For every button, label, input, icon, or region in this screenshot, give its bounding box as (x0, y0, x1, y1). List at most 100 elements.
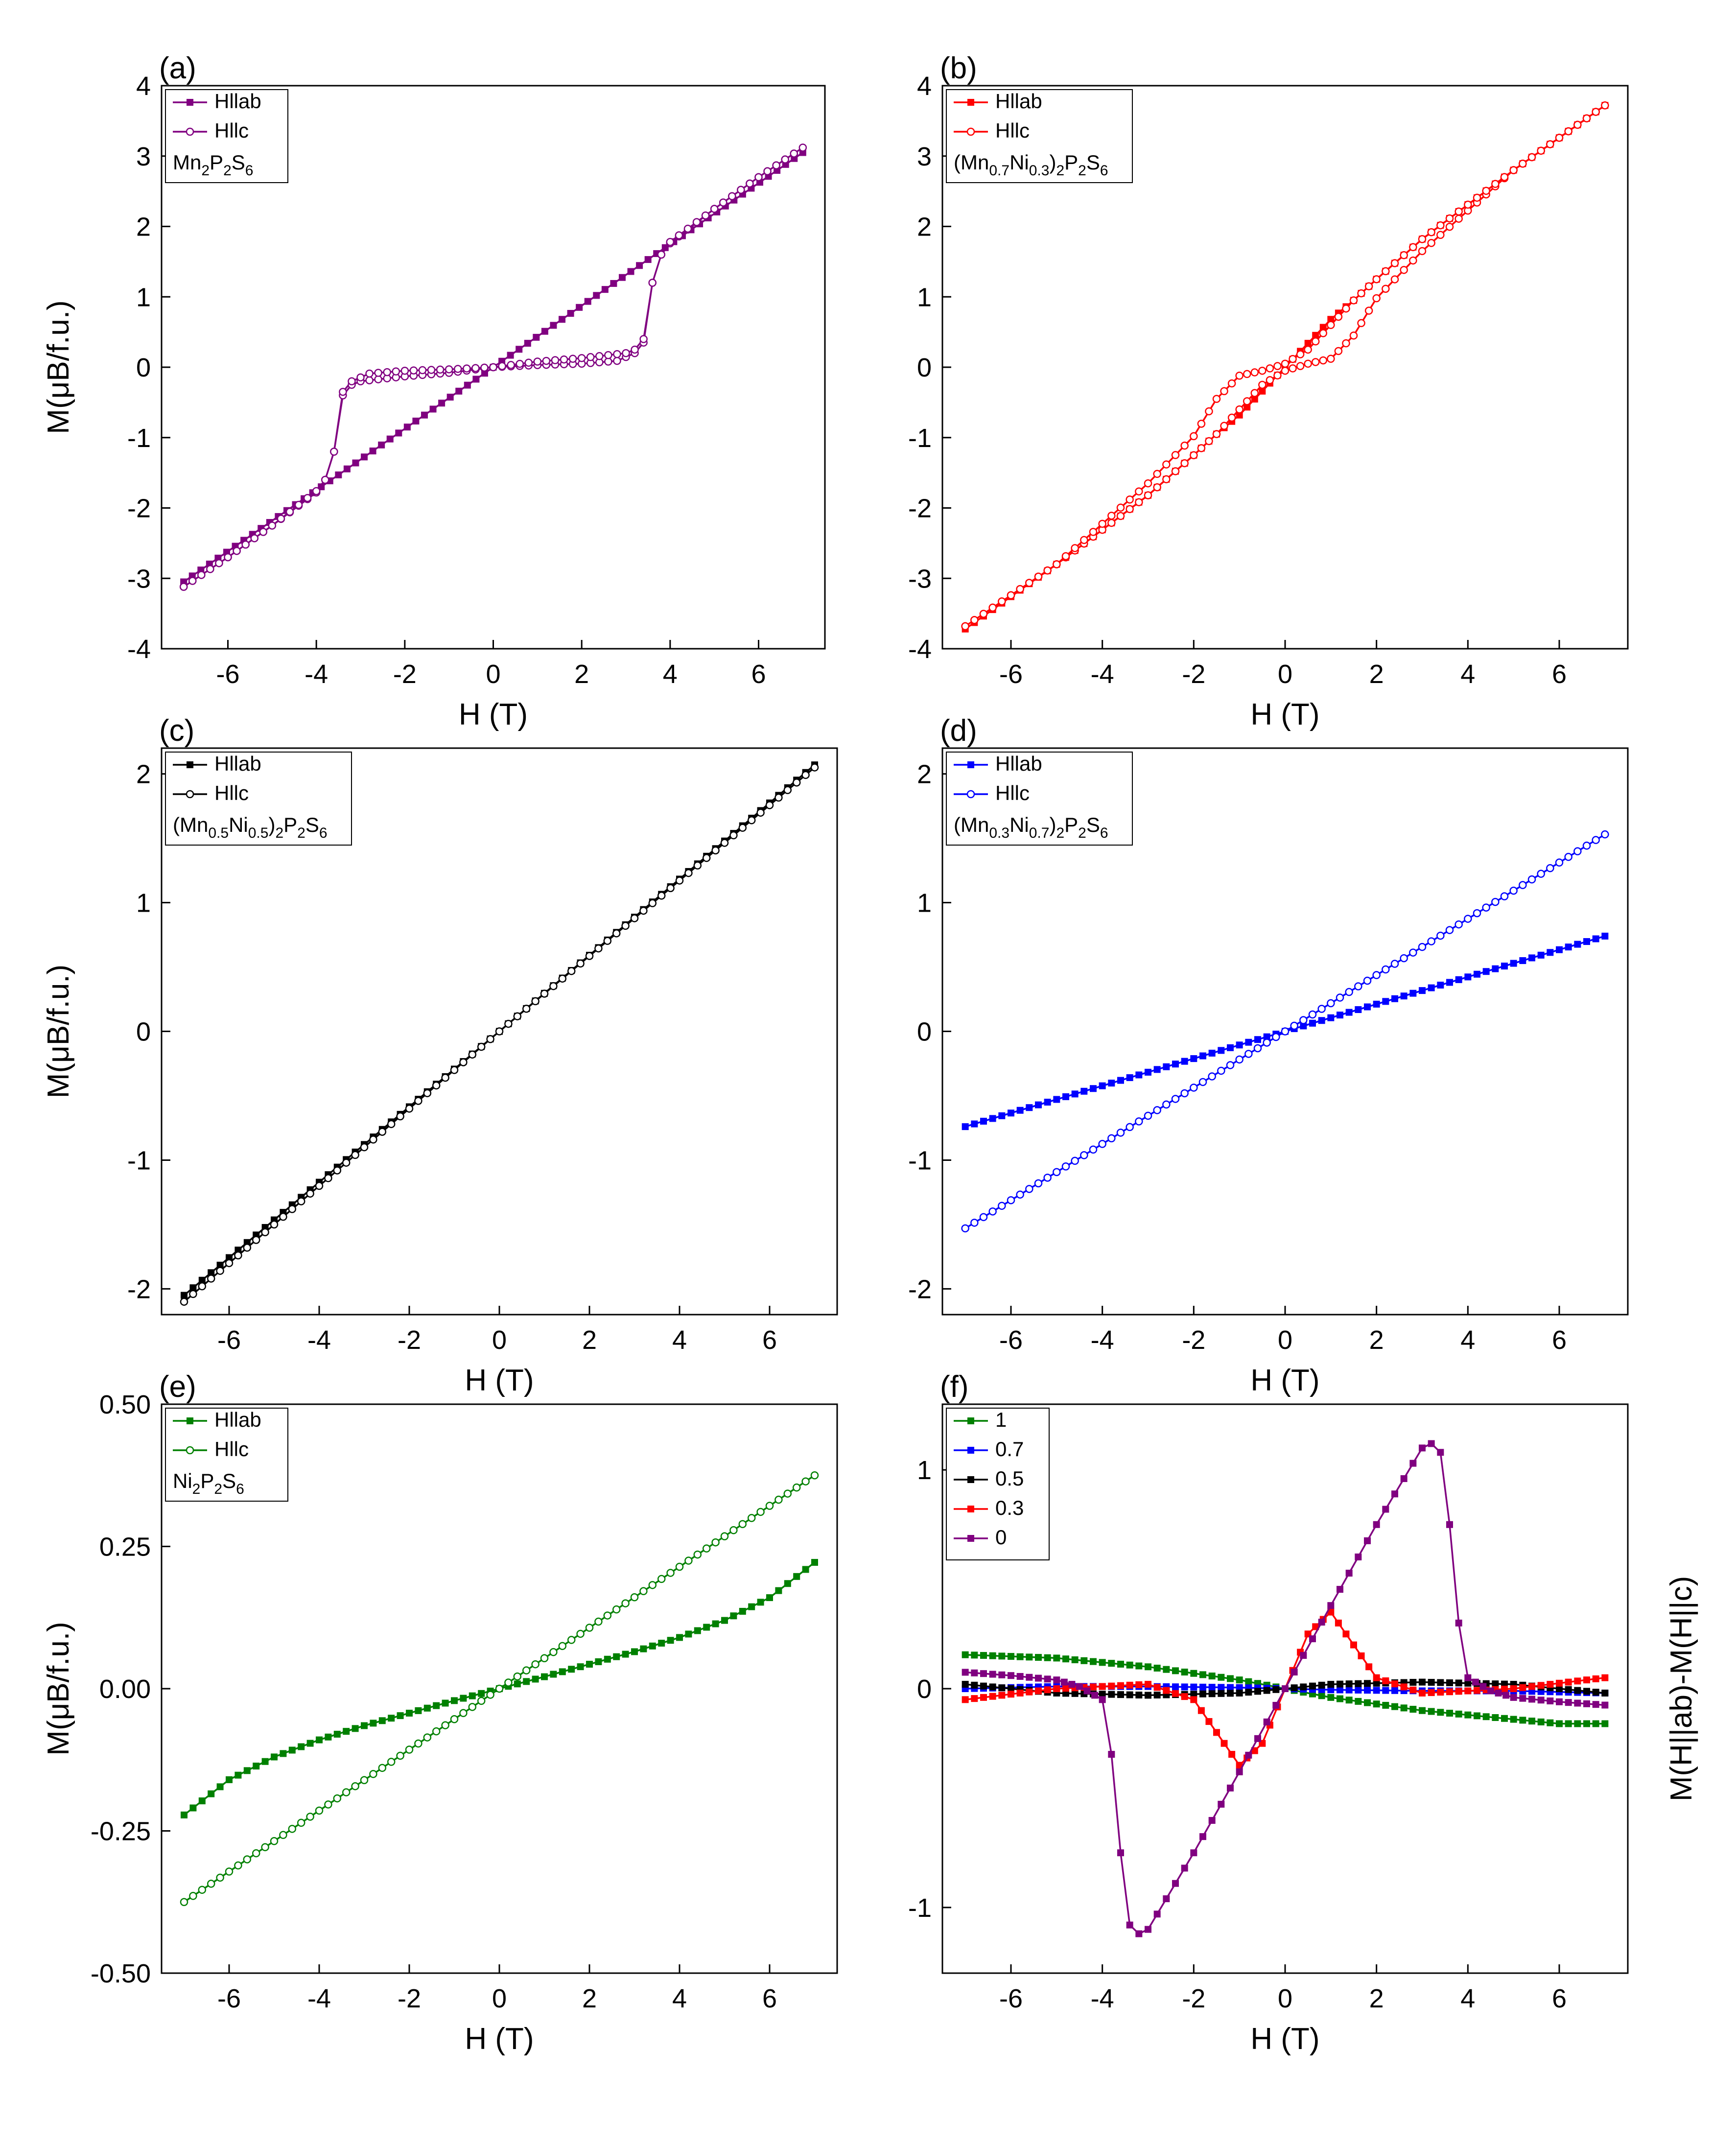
data-point (998, 1671, 1006, 1678)
data-point (801, 771, 810, 779)
data-point (1349, 331, 1358, 340)
data-point (989, 1671, 996, 1678)
data-point (1363, 976, 1372, 985)
legend-marker (967, 1506, 974, 1512)
data-point (1519, 1717, 1526, 1724)
data-point (1601, 1701, 1609, 1709)
data-point (522, 1666, 531, 1674)
data-point (1364, 1003, 1371, 1011)
x-tick-label: 2 (582, 1984, 597, 2013)
data-point (532, 1675, 539, 1683)
data-point (1145, 1681, 1151, 1688)
data-point (1583, 1700, 1590, 1707)
x-tick-label: 0 (492, 1325, 507, 1355)
y-tick-label: 1 (917, 1456, 932, 1485)
data-point (1445, 222, 1454, 231)
data-point (342, 1788, 351, 1796)
data-point (1317, 1005, 1326, 1013)
data-point (989, 1693, 996, 1700)
data-point (403, 424, 411, 431)
data-point (1244, 1050, 1253, 1058)
data-point (1235, 372, 1243, 380)
data-point (1357, 319, 1365, 328)
data-point (1350, 1641, 1357, 1649)
data-point (657, 250, 666, 259)
legend-compound: (Mn0.7Ni0.3)2P2S6 (954, 151, 1108, 179)
x-tick-label: -2 (393, 660, 417, 689)
data-point (1445, 926, 1454, 934)
data-point (1391, 1687, 1398, 1694)
data-point (559, 316, 566, 323)
data-point (1500, 173, 1509, 181)
data-point (365, 376, 374, 384)
data-point (774, 793, 783, 802)
data-point (533, 333, 540, 341)
data-point (594, 1617, 603, 1626)
data-point (1099, 1659, 1106, 1666)
y-tick-label: -1 (908, 1146, 932, 1175)
data-point (1455, 1688, 1462, 1695)
panel-label-b: (b) (940, 51, 977, 85)
data-point (721, 1617, 728, 1624)
data-point (584, 298, 591, 305)
y-tick-label: -4 (127, 635, 151, 664)
data-point (1519, 1695, 1526, 1702)
x-tick-label: -6 (999, 1325, 1023, 1355)
data-point (1062, 1093, 1069, 1100)
data-point (558, 1642, 567, 1650)
data-point (1382, 1687, 1389, 1694)
data-point (648, 1581, 657, 1589)
data-point (378, 1128, 387, 1136)
data-point (253, 1763, 260, 1770)
data-point (1446, 979, 1453, 986)
data-point (676, 1634, 683, 1641)
data-point (1116, 1129, 1125, 1137)
data-point (1574, 941, 1581, 948)
data-point (243, 1244, 252, 1252)
data-point (288, 1825, 297, 1833)
panel-label-c: (c) (159, 714, 194, 748)
data-point (763, 167, 772, 176)
data-point (1198, 1078, 1207, 1086)
data-point (1345, 1570, 1353, 1577)
data-point (719, 198, 727, 207)
data-point (1319, 324, 1327, 331)
data-point (542, 356, 551, 365)
data-point (1519, 160, 1527, 168)
data-point (1555, 858, 1564, 867)
data-point (603, 1611, 612, 1620)
data-point (1464, 200, 1472, 209)
data-point (516, 359, 524, 368)
data-point (998, 597, 1006, 606)
data-point (421, 411, 428, 419)
data-point (1364, 1699, 1371, 1706)
data-point (469, 1692, 476, 1699)
data-point (280, 1750, 287, 1757)
data-point (1565, 1699, 1572, 1706)
data-point (1537, 146, 1545, 155)
data-point (1556, 946, 1563, 953)
data-point (1007, 591, 1015, 599)
data-point (1208, 1817, 1216, 1824)
y-tick-label: 2 (136, 212, 151, 242)
data-point (1419, 1444, 1426, 1452)
data-point (1172, 1683, 1179, 1691)
data-point (1181, 1058, 1188, 1065)
data-point (998, 1652, 1006, 1660)
data-point (1026, 1688, 1033, 1696)
data-point (1071, 1656, 1079, 1664)
data-point (1455, 976, 1462, 983)
data-point (631, 345, 639, 354)
data-point (971, 1681, 978, 1689)
data-point (414, 1739, 422, 1748)
data-point (1546, 140, 1554, 148)
data-point (1345, 1009, 1353, 1016)
panel-label-a: (a) (159, 51, 196, 85)
data-point (1135, 1117, 1143, 1126)
data-point (1254, 1036, 1261, 1043)
data-point (513, 1672, 522, 1681)
data-point (612, 1605, 621, 1614)
data-point (252, 1849, 260, 1858)
data-point (1419, 987, 1426, 994)
series-f-0.3 (962, 1608, 1609, 1769)
